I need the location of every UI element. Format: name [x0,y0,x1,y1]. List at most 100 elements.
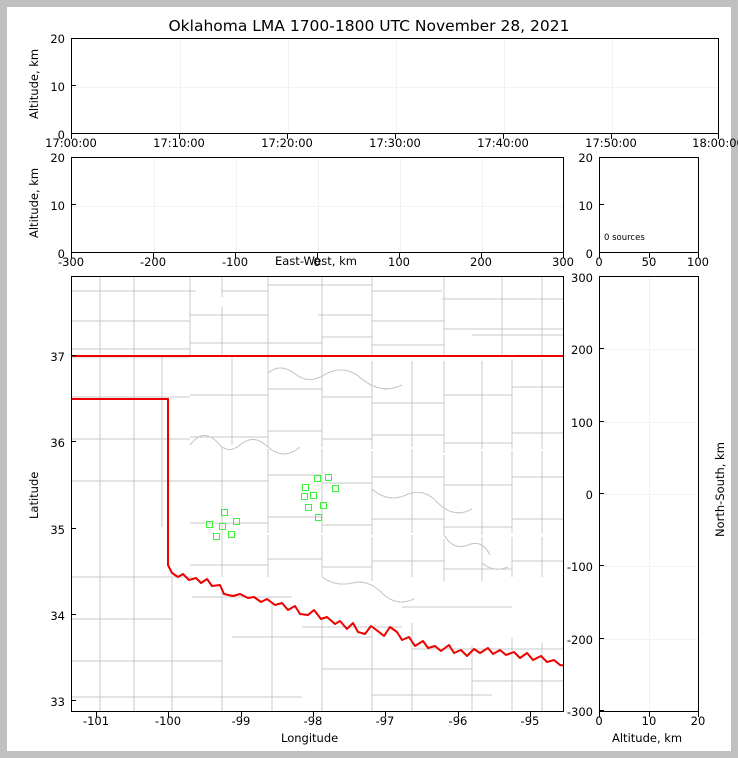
gridline-vertical [400,158,401,252]
y-ticklabel: 20 [50,32,65,46]
y-tickmark [71,528,76,530]
y-ticklabel: 10 [50,80,65,94]
source-marker [310,492,317,499]
time-height-panel[interactable] [71,38,719,134]
y-tickmark [71,700,76,702]
y-tickmark [71,133,76,135]
y-tickmark [71,157,76,159]
gridline-vertical [288,39,289,133]
x-ticklabel: 20 [690,714,706,728]
source-marker [301,493,308,500]
x-tickmark [317,253,319,258]
x-ticklabel: 300 [552,255,574,269]
y-tickmark [599,710,604,712]
x-tickmark [503,134,505,139]
x-tickmark [698,712,700,717]
y-tickmark [71,355,76,357]
gridline-vertical [180,39,181,133]
y-tickmark [71,441,76,443]
y-tickmark [599,157,604,159]
x-ticklabel: 200 [470,255,492,269]
x-axis-label: Altitude, km [612,731,683,745]
x-tickmark [718,134,720,139]
x-tickmark [458,712,460,717]
x-ticklabel: 18:00:00 [692,136,738,150]
x-tickmark [599,712,601,717]
x-ticklabel: 17:00:00 [45,136,97,150]
x-ticklabel: -95 [520,714,540,728]
gridline-horizontal [72,87,718,88]
source-marker [315,514,322,521]
x-axis-label: East-West, km [275,254,357,268]
y-ticklabel: 0 [57,128,65,142]
x-ticklabel: 17:10:00 [153,136,205,150]
source-marker [219,523,226,530]
x-tickmark [481,253,483,258]
y-ticklabel: 20 [50,151,65,165]
north-south-height-panel[interactable] [599,276,699,712]
y-ticklabel: 10 [50,199,65,213]
y-tickmark [599,421,604,423]
y-ticklabel: 20 [578,151,593,165]
x-ticklabel: -100 [154,714,182,728]
gridline-vertical [504,39,505,133]
x-tickmark [153,253,155,258]
x-ticklabel: -300 [57,255,85,269]
source-marker [206,521,213,528]
y-ticklabel: 37 [50,350,65,364]
x-tickmark [395,134,397,139]
x-tickmark [385,712,387,717]
source-marker [213,533,220,540]
y-tickmark [71,614,76,616]
plan-view-map-panel[interactable] [71,276,564,712]
x-ticklabel: 100 [388,255,410,269]
x-tickmark [96,712,98,717]
gridline-vertical [236,158,237,252]
x-tickmark [71,253,73,258]
x-tickmark [530,712,532,717]
gridline-horizontal [72,206,563,207]
source-marker [314,475,321,482]
y-ticklabel: 0 [585,488,593,502]
figure-canvas: Oklahoma LMA 1700-1800 UTC November 28, … [7,7,738,751]
y-ticklabel: 100 [571,416,593,430]
y-ticklabel: 34 [50,609,65,623]
y-axis-label: Altitude, km [27,167,41,238]
gridline-vertical [396,39,397,133]
y-ticklabel: -100 [566,560,593,574]
gridline-vertical [649,277,650,711]
x-tickmark [698,253,700,258]
x-ticklabel: 17:30:00 [369,136,421,150]
y-ticklabel: 0 [585,247,593,261]
y-ticklabel: -200 [566,633,593,647]
y-ticklabel: 300 [571,271,593,285]
gridline-vertical [318,158,319,252]
x-tickmark [168,712,170,717]
x-tickmark [179,134,181,139]
source-marker [332,485,339,492]
gridline-vertical [612,39,613,133]
x-ticklabel: -101 [82,714,110,728]
x-ticklabel: 17:50:00 [585,136,637,150]
east-west-height-panel[interactable] [71,157,564,253]
y-axis-label: Latitude [27,471,41,519]
source-count-annotation: 0 sources [604,233,645,243]
gridline-vertical [154,158,155,252]
y-ticklabel: 10 [578,199,593,213]
y-ticklabel: 200 [571,343,593,357]
x-ticklabel: -100 [221,255,249,269]
x-tickmark [611,134,613,139]
gridline-vertical [482,158,483,252]
x-ticklabel: 17:20:00 [261,136,313,150]
x-ticklabel: -96 [448,714,468,728]
x-ticklabel: 0 [313,255,321,269]
altitude-histogram-panel[interactable] [599,157,699,253]
x-axis-label: Longitude [281,731,339,745]
x-tickmark [563,253,565,258]
x-tickmark [599,253,601,258]
x-ticklabel: 50 [641,255,657,269]
figure-title: Oklahoma LMA 1700-1800 UTC November 28, … [168,17,570,35]
x-ticklabel: -99 [231,714,251,728]
x-ticklabel: -97 [375,714,395,728]
y-tickmark [599,276,604,278]
